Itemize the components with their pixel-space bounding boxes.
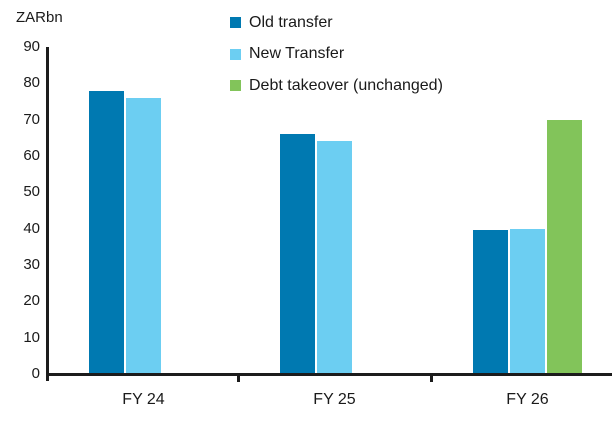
y-tick-label: 10 bbox=[23, 328, 40, 346]
legend-label: Old transfer bbox=[249, 13, 333, 31]
x-category-label: FY 25 bbox=[313, 391, 356, 408]
y-tick-label: 80 bbox=[23, 74, 40, 92]
y-axis-unit-label: ZARbn bbox=[16, 9, 63, 26]
y-tick-label: 60 bbox=[23, 147, 40, 164]
y-tick-label: 50 bbox=[23, 183, 40, 201]
y-tick-label: 20 bbox=[23, 292, 40, 310]
legend-item: Old transfer bbox=[230, 12, 333, 33]
y-tick-label: 40 bbox=[23, 219, 40, 237]
bar-old-transfer-fy26 bbox=[472, 230, 508, 374]
y-tick-label: 90 bbox=[23, 38, 40, 55]
x-axis-tick bbox=[430, 376, 433, 382]
x-axis-line bbox=[46, 373, 612, 376]
legend-label: New Transfer bbox=[249, 45, 345, 62]
legend-swatch-icon bbox=[230, 17, 241, 28]
bar-new-transfer-fy26 bbox=[510, 228, 545, 374]
bar-old-transfer-fy24 bbox=[88, 90, 124, 374]
legend-label: Debt takeover (unchanged) bbox=[249, 76, 443, 94]
y-tick-label: 30 bbox=[23, 256, 40, 273]
legend-item: Debt takeover (unchanged) bbox=[230, 75, 443, 96]
legend-swatch-icon bbox=[230, 48, 241, 60]
legend-item: New Transfer bbox=[230, 44, 344, 65]
bar-new-transfer-fy24 bbox=[126, 97, 161, 374]
y-axis-line bbox=[46, 47, 49, 381]
bar-old-transfer-fy25 bbox=[279, 134, 315, 374]
legend-swatch-icon bbox=[230, 80, 241, 91]
y-tick-label: 70 bbox=[23, 110, 40, 128]
x-axis-tick bbox=[237, 376, 240, 382]
x-category-label: FY 24 bbox=[122, 391, 165, 408]
x-category-label: FY 26 bbox=[506, 391, 549, 408]
bar-debt-takeover-unchanged-fy26 bbox=[547, 119, 583, 374]
bar-new-transfer-fy25 bbox=[317, 141, 352, 374]
y-tick-label: 0 bbox=[31, 365, 40, 382]
